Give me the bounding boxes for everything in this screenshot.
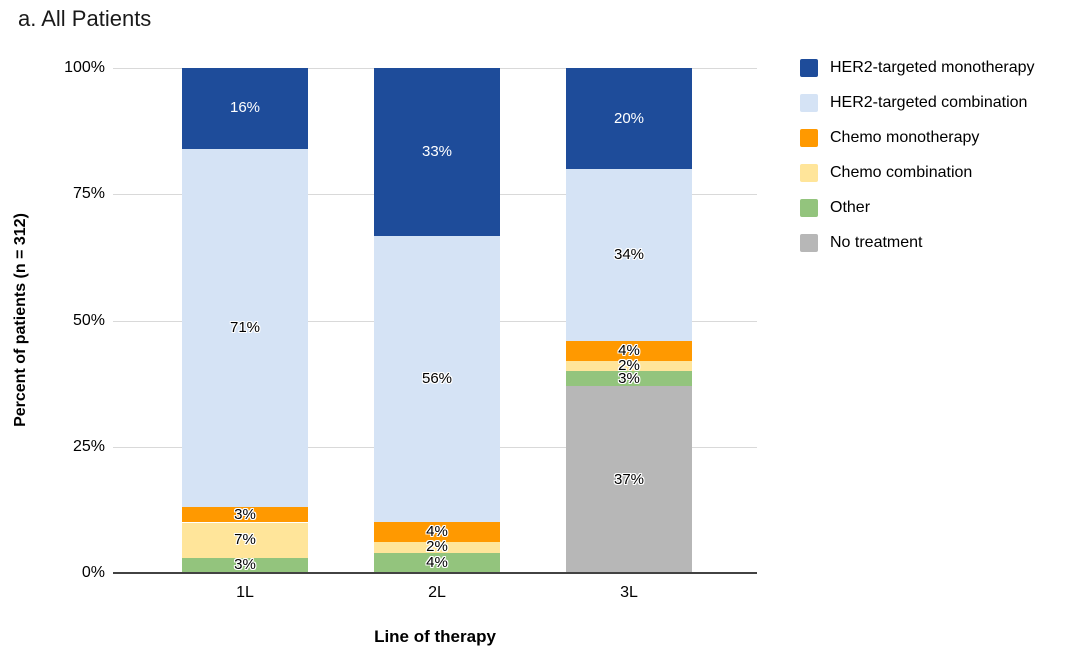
x-tick-label: 3L: [620, 584, 638, 601]
y-tick-label: 25%: [72, 437, 105, 455]
legend-item: No treatment: [800, 234, 1035, 252]
y-tick-label: 0%: [81, 564, 105, 581]
bar-3L: 37% 3% 2% 4% 34% 20%: [566, 68, 692, 573]
x-axis-title: Line of therapy: [374, 627, 496, 646]
bar-segment: [182, 507, 308, 523]
y-tick-label: 100%: [64, 59, 105, 76]
bar-2L: 4% 2% 4% 56% 33%: [374, 68, 500, 573]
bar-segment: [374, 552, 500, 573]
bar-segment: [566, 169, 692, 341]
legend-item: HER2-targeted monotherapy: [800, 59, 1035, 77]
legend-label: Other: [830, 199, 871, 216]
bar-segment: [182, 557, 308, 573]
legend-swatch: [800, 164, 818, 182]
legend-swatch: [800, 94, 818, 112]
bar-segment: [374, 542, 500, 553]
bar-segment: [566, 386, 692, 573]
y-tick-label: 75%: [72, 185, 105, 203]
bar-segment: [182, 522, 308, 558]
y-tick-label: 50%: [72, 311, 105, 329]
legend-item: HER2-targeted combination: [800, 94, 1035, 112]
legend-label: No treatment: [830, 234, 923, 251]
legend-label: HER2-targeted monotherapy: [830, 59, 1035, 76]
legend-swatch: [800, 129, 818, 147]
legend-item: Other: [800, 199, 1035, 217]
x-tick-label: 1L: [236, 584, 254, 601]
legend-label: Chemo monotherapy: [830, 129, 980, 146]
bar-segment: [374, 68, 500, 237]
legend-label: HER2-targeted combination: [830, 94, 1028, 111]
bar-segment: [182, 148, 308, 508]
x-axis-line: [113, 572, 757, 574]
x-tick-label: 2L: [428, 584, 446, 601]
legend-swatch: [800, 59, 818, 77]
plot-area: 3% 7% 3% 71% 16% 4% 2% 4% 56% 33% 37% 3% 2% 4% 34% 20%: [113, 68, 757, 573]
bar-1L: 3% 7% 3% 71% 16%: [182, 68, 308, 573]
legend-swatch: [800, 234, 818, 252]
bar-segment: [374, 236, 500, 522]
legend: HER2-targeted monotherapy HER2-targeted c…: [800, 59, 1035, 269]
bar-segment: [566, 340, 692, 361]
legend-swatch: [800, 199, 818, 217]
legend-item: Chemo combination: [800, 164, 1035, 182]
bar-segment: [374, 521, 500, 543]
chart-title: a. All Patients: [18, 6, 152, 31]
legend-item: Chemo monotherapy: [800, 129, 1035, 147]
bar-segment: [182, 68, 308, 149]
legend-label: Chemo combination: [830, 164, 973, 181]
bar-segment: [566, 371, 692, 387]
bar-segment: [566, 68, 692, 169]
bar-segment: [566, 360, 692, 371]
